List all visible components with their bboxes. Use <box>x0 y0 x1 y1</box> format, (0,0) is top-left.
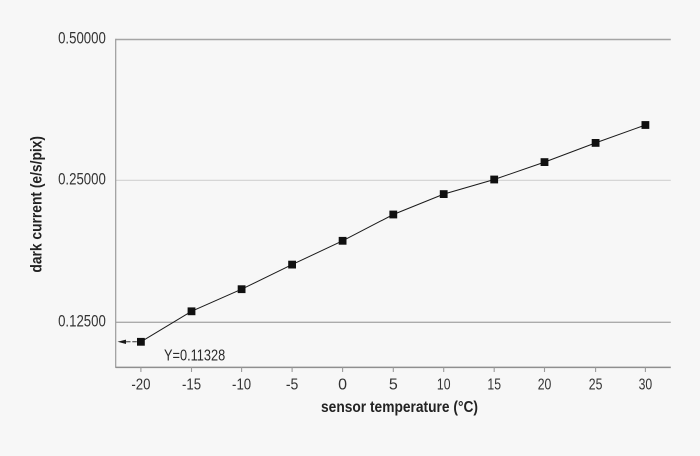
svg-text:-20: -20 <box>131 376 150 393</box>
svg-text:-10: -10 <box>232 376 251 393</box>
svg-text:dark current (e/s/pix): dark current (e/s/pix) <box>29 136 46 273</box>
svg-text:0: 0 <box>338 376 347 393</box>
svg-text:-5: -5 <box>286 376 299 393</box>
svg-text:sensor temperature (°C): sensor temperature (°C) <box>321 399 478 416</box>
svg-text:0.12500: 0.12500 <box>58 312 106 330</box>
svg-text:-15: -15 <box>182 376 201 393</box>
svg-text:15: 15 <box>487 376 501 393</box>
svg-text:20: 20 <box>538 376 552 393</box>
svg-text:10: 10 <box>437 376 451 393</box>
svg-text:Y=0.11328: Y=0.11328 <box>164 348 225 365</box>
svg-text:30: 30 <box>639 376 653 393</box>
svg-text:0.25000: 0.25000 <box>58 171 106 189</box>
svg-text:5: 5 <box>389 376 398 393</box>
svg-text:0.50000: 0.50000 <box>58 30 106 48</box>
svg-text:25: 25 <box>589 376 603 393</box>
